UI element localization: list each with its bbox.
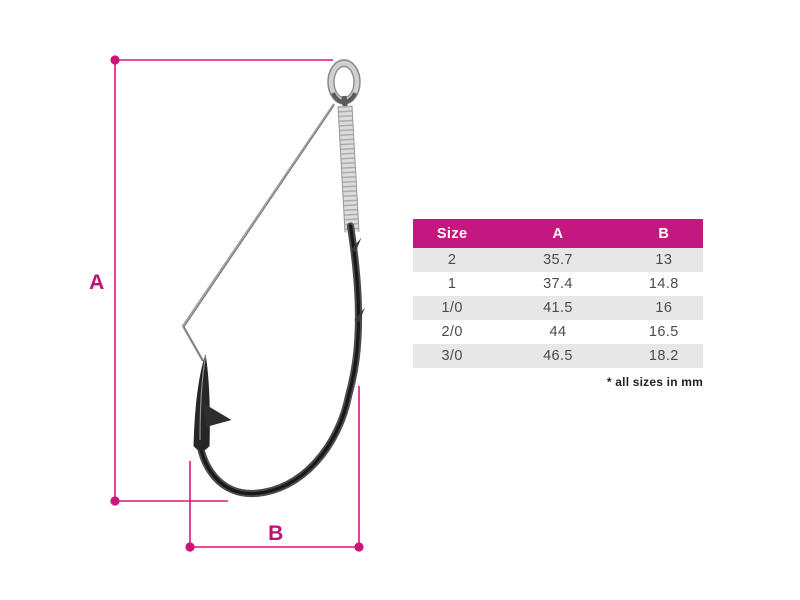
hook-wrapped-shank — [337, 105, 360, 233]
cell-a: 41.5 — [543, 300, 573, 316]
cell-size: 1 — [447, 276, 457, 292]
dot-a-top — [110, 55, 120, 65]
wrap-left-edge — [337, 106, 346, 233]
fishing-hook-illustration — [181, 59, 365, 498]
column-header-b: B — [658, 225, 670, 242]
cell-b: 18.2 — [648, 348, 679, 364]
hook-point-highlight — [199, 355, 207, 441]
cell-size: 2 — [447, 252, 457, 268]
table-row: 2/0 44 16.5 — [413, 320, 703, 344]
weed-guard-wire — [181, 103, 335, 362]
units-footnote: * all sizes in mm — [606, 375, 703, 389]
dimension-endpoint-dots — [110, 55, 364, 552]
cell-a: 37.4 — [543, 276, 573, 292]
cell-b: 16.5 — [648, 324, 679, 340]
hook-eye-inner-edge — [333, 65, 355, 99]
table-header-row: Size A B — [413, 219, 703, 248]
table-row: 3/0 46.5 18.2 — [413, 344, 703, 368]
dot-a-bottom — [110, 496, 120, 506]
wrap-right-edge — [351, 105, 360, 232]
wrap-body — [338, 105, 359, 233]
column-header-size: Size — [436, 225, 468, 242]
table-row: 2 35.7 13 — [413, 248, 703, 272]
dot-b-left — [185, 542, 195, 552]
cell-a: 44 — [549, 324, 567, 340]
dot-b-right — [354, 542, 364, 552]
cell-a: 35.7 — [543, 252, 573, 268]
dimension-lines — [114, 59, 360, 548]
dimension-a-label: A — [89, 271, 105, 294]
table-row: 1/0 41.5 16 — [413, 296, 703, 320]
size-spec-table: Size A B 2 35.7 13 1 37.4 14.8 1/0 41.5 … — [413, 219, 703, 389]
cell-b: 13 — [655, 252, 673, 268]
column-header-a: A — [552, 225, 564, 242]
hook-point — [193, 354, 210, 451]
point-barb — [203, 403, 232, 427]
cell-size: 1/0 — [441, 300, 463, 316]
cell-size: 3/0 — [441, 348, 463, 364]
table-row: 1 37.4 14.8 — [413, 272, 703, 296]
cell-b: 14.8 — [648, 276, 679, 292]
cell-size: 2/0 — [441, 324, 463, 340]
shank-barb-lower — [354, 307, 365, 322]
cell-a: 46.5 — [543, 348, 573, 364]
dimension-b-label: B — [268, 522, 284, 545]
weed-guard-wire-shadow — [183, 105, 335, 362]
cell-b: 16 — [655, 300, 673, 316]
hook-wire-core — [196, 224, 361, 496]
shank-barb-upper — [351, 237, 362, 252]
